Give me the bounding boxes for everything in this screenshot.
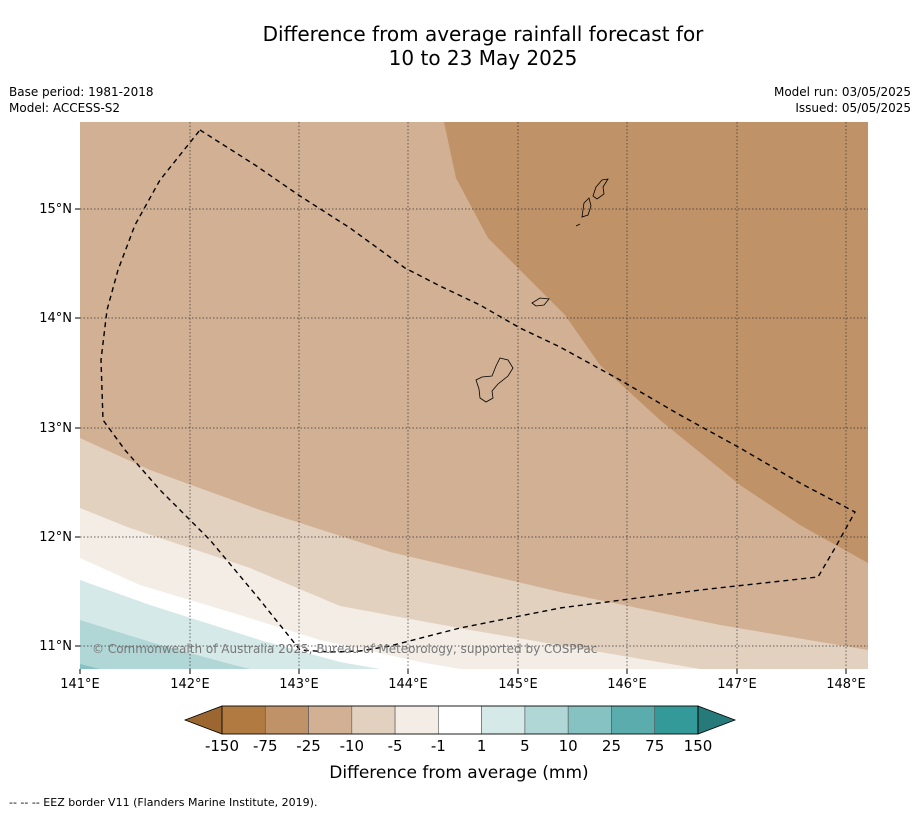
colorbar-cell [221,705,266,735]
colorbar-cell [481,705,526,735]
colorbar-label: 25 [602,737,621,755]
colorbar-label: 1 [477,737,487,755]
meta-right: Model run: 03/05/2025 Issued: 05/05/2025 [774,84,911,116]
eez-footnote: -- -- -- EEZ border V11 (Flanders Marine… [9,796,318,809]
aguijan-outline [575,223,581,227]
lat-label: 11°N [39,639,72,654]
lon-label: 144°E [388,677,428,692]
colorbar-label: 10 [559,737,578,755]
band-minus75-to-minus25 [444,122,868,563]
lon-label: 141°E [60,677,100,692]
lon-label: 147°E [717,677,757,692]
colorbar-cell [654,705,699,735]
eez-border [100,129,856,653]
longitude-labels: 141°E 142°E 143°E 144°E 145°E 146°E 147°… [60,677,866,692]
lat-label: 15°N [39,202,72,217]
colorbar-cell [438,705,482,735]
colorbar-label: -150 [205,737,239,755]
colorbar-cell [308,705,353,735]
guam-outline [475,357,514,403]
title-line-1: Difference from average rainfall forecas… [262,22,704,46]
colorbar-cell [567,705,612,735]
lon-label: 145°E [498,677,538,692]
lon-label: 142°E [170,677,210,692]
lon-label: 143°E [279,677,319,692]
colorbar-title: Difference from average (mm) [329,763,588,783]
model-run-text: Model run: 03/05/2025 [773,85,911,99]
islands [475,178,609,403]
colorbar-cell [351,705,396,735]
colorbar-extend-low [183,705,223,735]
lon-label: 146°E [607,677,647,692]
lat-label: 14°N [39,311,72,326]
colorbar-label: 150 [684,737,713,755]
title-line-2: 10 to 23 May 2025 [388,46,578,70]
lat-label: 13°N [39,421,72,436]
band-5-to-10 [80,620,250,669]
meta-left: Base period: 1981-2018 Model: ACCESS-S2 [9,84,154,116]
copyright-text: © Commonwealth of Australia 2025, Bureau… [92,642,597,656]
saipan-outline [592,178,609,200]
rainfall-map [80,122,868,669]
gridlines [80,122,868,669]
model-text: Model: ACCESS-S2 [9,101,121,115]
colorbar-cell [264,705,309,735]
lon-label: 148°E [826,677,866,692]
colorbar-label: -10 [340,737,365,755]
axis-ticks [75,208,847,674]
map-title: Difference from average rainfall forecas… [0,22,919,70]
colorbar-label: 5 [520,737,530,755]
colorbar-cell [394,705,439,735]
base-period-text: Base period: 1981-2018 [9,85,154,99]
colorbar-frame [221,705,699,735]
colorbar-label: 75 [645,737,664,755]
band-10-to-25 [80,664,100,669]
colorbar-label: -75 [253,737,278,755]
tinian-outline [581,197,592,218]
colorbar-label: -25 [296,737,321,755]
colorbar-label: -5 [388,737,403,755]
colorbar-cell [524,705,569,735]
lat-label: 12°N [39,530,72,545]
colorbar: -150 -75 -25 -10 -5 -1 1 5 10 25 75 150 Difference … [183,705,737,783]
rota-outline [531,297,550,307]
colorbar-label: -1 [431,737,446,755]
issued-text: Issued: 05/05/2025 [795,101,911,115]
latitude-labels: 15°N 14°N 13°N 12°N 11°N [39,202,72,654]
colorbar-extend-high [697,705,737,735]
colorbar-cell [611,705,656,735]
